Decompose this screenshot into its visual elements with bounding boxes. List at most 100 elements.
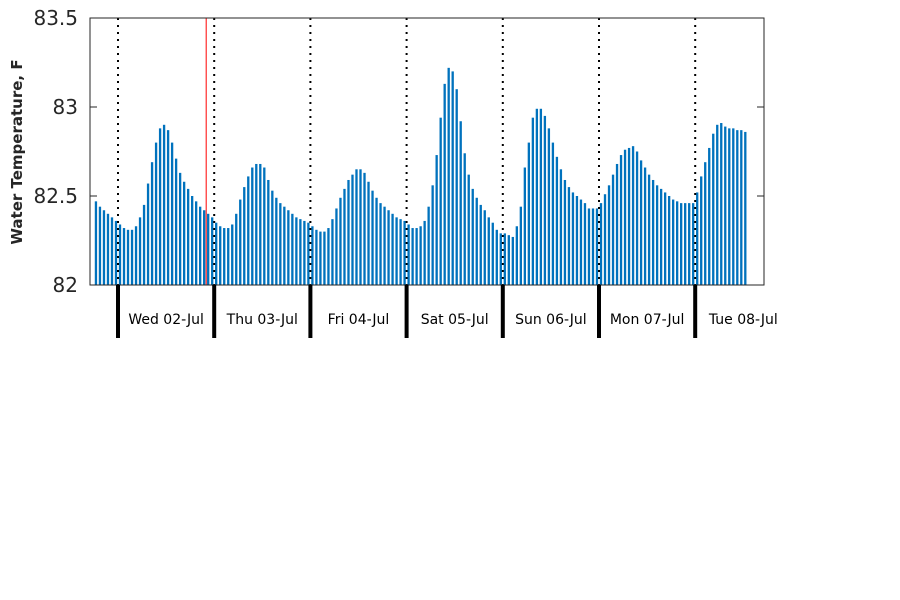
temperature-bar xyxy=(311,226,314,285)
y-axis-ticks: 82 82.5 83 83.5 xyxy=(33,6,764,297)
temperature-bar xyxy=(150,162,154,285)
temperature-bar xyxy=(503,233,506,285)
day-label: Mon 07-Jul xyxy=(610,312,685,328)
temperature-bar xyxy=(118,224,122,285)
temperature-bar xyxy=(531,117,535,286)
temperature-bar xyxy=(287,210,290,285)
temperature-bar xyxy=(319,231,322,285)
temperature-bar xyxy=(684,203,687,285)
y-axis-label: Water Temperature, F xyxy=(8,59,26,244)
temperature-bar xyxy=(587,208,591,285)
temperature-bar xyxy=(659,188,663,285)
temperature-bar xyxy=(203,210,206,285)
temperature-bar xyxy=(700,176,703,285)
temperature-bar xyxy=(495,229,498,285)
day-label: Sun 06-Jul xyxy=(515,312,587,328)
temperature-bar xyxy=(259,163,262,285)
temperature-bar xyxy=(295,217,298,285)
temperature-bar xyxy=(539,108,543,285)
temperature-bar xyxy=(263,167,266,285)
temperature-bar xyxy=(239,199,242,285)
temperature-bar xyxy=(579,199,583,285)
temperature-bar xyxy=(102,210,106,285)
temperature-bar xyxy=(716,124,719,285)
temperature-bar xyxy=(575,196,579,285)
temperature-bar xyxy=(431,185,434,285)
temperature-bar xyxy=(680,203,683,285)
temperature-bar xyxy=(315,229,318,285)
temperature-bar xyxy=(559,169,563,285)
temperature-bar xyxy=(551,142,555,285)
temperature-bar xyxy=(479,204,482,285)
temperature-bar xyxy=(247,176,250,285)
temperature-bar xyxy=(166,130,170,285)
day-label: Fri 04-Jul xyxy=(328,312,390,328)
temperature-bar xyxy=(142,204,146,285)
temperature-bar xyxy=(527,142,531,285)
temperature-bar xyxy=(443,83,446,285)
temperature-bar xyxy=(439,117,442,286)
temperature-bar xyxy=(126,229,130,285)
plot-area-frame xyxy=(89,17,765,286)
day-separator-lines xyxy=(117,18,697,285)
temperature-bar xyxy=(327,228,330,285)
temperature-bar xyxy=(688,203,691,285)
y-tick-label: 82 xyxy=(53,273,78,297)
temperature-bar xyxy=(174,158,178,285)
y-tick-label: 82.5 xyxy=(33,184,78,208)
temperature-bar xyxy=(275,197,278,285)
temperature-bar xyxy=(511,236,514,285)
temperature-bar xyxy=(655,185,659,285)
temperature-bar xyxy=(186,188,190,285)
temperature-bar xyxy=(339,197,342,285)
temperature-bar xyxy=(603,194,607,285)
temperature-bar xyxy=(515,226,518,285)
temperature-bar xyxy=(271,190,274,285)
y-tick-label: 83.5 xyxy=(33,6,78,30)
temperature-bar xyxy=(419,226,422,285)
temperature-bar xyxy=(571,192,575,285)
temperature-bar xyxy=(619,155,623,285)
temperature-bar xyxy=(712,133,715,285)
temperature-bar xyxy=(335,208,338,285)
temperature-bar xyxy=(732,128,735,285)
temperature-bar xyxy=(138,217,142,285)
temperature-bar xyxy=(110,217,114,285)
temperature-bar xyxy=(567,187,571,285)
temperature-bar xyxy=(231,224,234,285)
temperature-bar xyxy=(331,219,334,285)
temperature-bar xyxy=(178,172,182,285)
temperature-bar xyxy=(291,213,294,285)
temperature-bar xyxy=(395,217,398,285)
temperature-bar xyxy=(367,181,370,285)
temperature-bar xyxy=(427,206,430,285)
temperature-bar xyxy=(399,219,402,285)
temperature-bar xyxy=(255,163,258,285)
temperature-bar xyxy=(507,235,510,285)
temperature-bar xyxy=(190,196,194,285)
temperature-bar xyxy=(307,222,310,285)
temperature-bar xyxy=(471,188,474,285)
temperature-bar xyxy=(463,153,466,285)
temperature-bar xyxy=(740,130,743,285)
temperature-bar xyxy=(243,187,246,285)
temperature-bar xyxy=(106,213,110,285)
temperature-bar xyxy=(299,219,302,285)
temperature-bar xyxy=(435,155,438,285)
temperature-bar xyxy=(363,172,366,285)
temperature-bar xyxy=(459,121,462,286)
temperature-bar xyxy=(667,196,671,285)
temperature-bar xyxy=(323,231,326,285)
temperature-bar xyxy=(651,179,655,285)
temperature-bar xyxy=(98,206,102,285)
temperature-bar xyxy=(223,228,226,285)
temperature-bar xyxy=(523,167,526,285)
temperature-bar xyxy=(403,220,406,285)
temperature-bar xyxy=(639,160,643,285)
temperature-bar xyxy=(391,213,394,285)
bar-series xyxy=(94,67,747,286)
temperature-bar xyxy=(195,201,198,285)
temperature-bar xyxy=(607,185,611,285)
